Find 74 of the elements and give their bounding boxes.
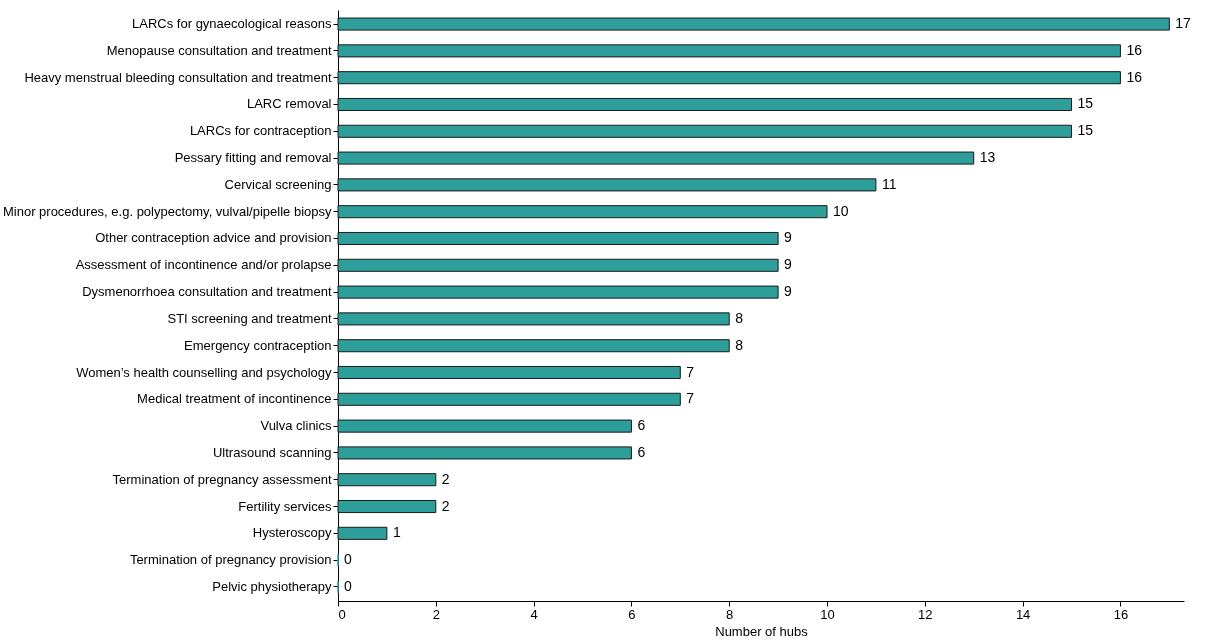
bar bbox=[337, 124, 1073, 138]
data-label: 17 bbox=[1175, 15, 1192, 32]
bar bbox=[337, 339, 730, 353]
data-label: 2 bbox=[441, 470, 450, 487]
y-tick-label: Other contraception advice and provision bbox=[95, 230, 332, 246]
y-tick-label: Termination of pregnancy provision bbox=[129, 552, 332, 568]
y-tick-label: Dysmenorrhoea consultation and treatment bbox=[82, 284, 332, 300]
data-label: 7 bbox=[686, 390, 695, 407]
x-axis-title: Number of hubs bbox=[715, 623, 809, 639]
data-label: 9 bbox=[784, 283, 793, 300]
x-tick-label: 0 bbox=[338, 606, 346, 622]
data-label: 1 bbox=[392, 524, 401, 541]
y-tick-label: Minor procedures, e.g. polypectomy, vulval/pipelle biopsy bbox=[2, 203, 332, 219]
y-tick-label: Fertility services bbox=[238, 498, 332, 514]
y-tick-label: Vulva clinics bbox=[260, 418, 332, 434]
data-label: 11 bbox=[881, 175, 897, 192]
y-tick-label: LARC removal bbox=[246, 96, 332, 112]
x-tick-label: 2 bbox=[432, 606, 440, 622]
data-label: 10 bbox=[833, 202, 849, 219]
bar bbox=[337, 419, 632, 433]
data-label: 8 bbox=[735, 309, 744, 326]
data-label: 7 bbox=[686, 363, 695, 380]
y-tick-label: LARCs for gynaecological reasons bbox=[132, 16, 332, 32]
x-tick-label: 6 bbox=[628, 606, 636, 622]
data-label: 0 bbox=[344, 577, 352, 594]
bar bbox=[337, 17, 1170, 31]
y-tick-label: Emergency contraception bbox=[184, 337, 332, 353]
data-label: 8 bbox=[735, 336, 744, 353]
bar bbox=[337, 446, 632, 460]
data-label: 15 bbox=[1077, 95, 1094, 112]
bar bbox=[337, 258, 779, 272]
bar bbox=[337, 231, 779, 246]
data-label: 6 bbox=[637, 417, 646, 434]
bar bbox=[337, 473, 437, 487]
bar bbox=[337, 151, 975, 165]
bar bbox=[337, 285, 779, 299]
y-tick-label: LARCs for contraception bbox=[189, 123, 332, 139]
y-tick-label: Medical treatment of incontinence bbox=[137, 391, 332, 407]
x-tick-label: 16 bbox=[1113, 606, 1129, 622]
y-tick-label: Heavy menstrual bleeding consultation and treatment bbox=[24, 69, 332, 85]
x-tick-label: 14 bbox=[1015, 606, 1031, 622]
data-label: 9 bbox=[784, 256, 793, 273]
bar bbox=[337, 71, 1121, 85]
y-tick-label: Pessary fitting and removal bbox=[174, 150, 332, 166]
bar bbox=[337, 365, 681, 380]
bar bbox=[337, 97, 1073, 112]
y-tick-label: Termination of pregnancy assessment bbox=[112, 471, 332, 487]
bar bbox=[337, 499, 437, 514]
y-tick-label: Assessment of incontinence and/or prolapse bbox=[75, 257, 332, 273]
y-tick-label: Women’s health counselling and psychology bbox=[76, 364, 332, 380]
x-tick-label: 10 bbox=[820, 606, 835, 622]
bar bbox=[337, 526, 388, 540]
data-label: 6 bbox=[637, 443, 646, 460]
bar bbox=[337, 205, 828, 219]
data-label: 13 bbox=[979, 149, 996, 166]
bar bbox=[337, 44, 1121, 58]
data-label: 0 bbox=[344, 551, 352, 568]
data-label: 16 bbox=[1126, 68, 1143, 85]
x-tick-label: 4 bbox=[530, 606, 538, 622]
bar bbox=[337, 178, 877, 192]
x-tick-label: 8 bbox=[726, 606, 734, 622]
y-tick-label: Pelvic physiotherapy bbox=[212, 578, 332, 594]
y-tick-label: Menopause consultation and treatment bbox=[106, 42, 332, 58]
data-label: 16 bbox=[1126, 41, 1143, 58]
y-tick-label: STI screening and treatment bbox=[167, 310, 332, 326]
x-tick-label: 12 bbox=[918, 606, 933, 622]
y-tick-label: Hysteroscopy bbox=[252, 525, 332, 541]
bar bbox=[337, 312, 730, 326]
y-tick-label: Cervical screening bbox=[224, 176, 332, 192]
bar bbox=[337, 392, 681, 406]
data-label: 2 bbox=[441, 497, 450, 514]
data-label: 15 bbox=[1077, 122, 1094, 139]
y-tick-label: Ultrasound scanning bbox=[212, 444, 332, 460]
data-label: 9 bbox=[784, 229, 793, 246]
